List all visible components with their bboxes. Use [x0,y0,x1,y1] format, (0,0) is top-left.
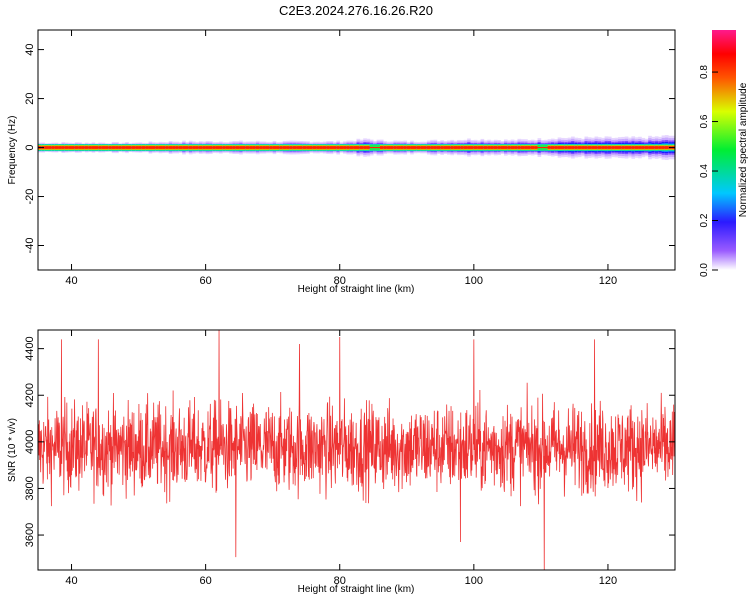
snr-x-axis-label: Height of straight line (km) [298,584,415,595]
snr-y-axis-label: SNR (10 * v/v) [7,418,18,482]
heatmap-x-tick-label: 60 [200,275,212,287]
colorbar-tick-label: 0.0 [699,263,710,277]
heatmap-band [38,135,675,161]
snr-x-tick-label: 120 [599,575,617,587]
colorbar-label: Normalized spectral amplitude [738,82,749,217]
colorbar-tick-label: 0.4 [699,164,710,178]
colorbar-gradient [712,30,736,270]
heatmap-frame [37,29,676,271]
heatmap-y-ticks: -40 -20 0 20 40 [24,43,675,253]
snr-panel: 40 60 80 100 120 3600 3800 4000 4200 4400 Height… [7,329,676,595]
heatmap-x-tick-label: 100 [465,275,483,287]
snr-x-tick-label: 80 [334,575,346,587]
colorbar: 0.0 0.2 0.4 0.6 0.8 Normalized spectral ampl… [699,30,749,277]
snr-y-tick-label: 3800 [24,476,36,500]
heatmap-x-tick-label: 120 [599,275,617,287]
snr-x-tick-label: 60 [200,575,212,587]
colorbar-tick-label: 0.6 [699,114,710,128]
heatmap-y-tick-label: 0 [24,144,36,150]
heatmap-y-tick-label: -40 [24,238,36,254]
heatmap-x-ticks: 40 60 80 100 120 [65,30,617,287]
snr-y-tick-label: 4200 [24,383,36,407]
snr-frame [37,329,676,571]
heatmap-panel: 40 60 80 100 120 -40 -20 0 20 40 Height of strai… [7,29,676,295]
snr-x-ticks: 40 60 80 100 120 [65,330,617,587]
snr-y-tick-label: 4000 [24,430,36,454]
heatmap-x-tick-label: 80 [334,275,346,287]
heatmap-x-axis-label: Height of straight line (km) [298,284,415,295]
snr-y-ticks: 3600 3800 4000 4200 4400 [24,336,675,547]
colorbar-ticks: 0.0 0.2 0.4 0.6 0.8 [699,65,718,277]
snr-x-tick-label: 40 [65,575,77,587]
snr-y-tick-label: 3600 [24,523,36,547]
heatmap-y-tick-label: 20 [24,92,36,104]
heatmap-y-axis-label: Frequency (Hz) [7,116,18,185]
colorbar-tick-label: 0.2 [699,213,710,227]
heatmap-y-tick-label: 40 [24,43,36,55]
snr-y-tick-label: 4400 [24,336,36,360]
snr-series-line [38,330,675,570]
figure-title: C2E3.2024.276.16.26.R20 [279,3,433,18]
heatmap-x-tick-label: 40 [65,275,77,287]
snr-x-tick-label: 100 [465,575,483,587]
colorbar-tick-label: 0.8 [699,65,710,79]
heatmap-y-tick-label: -20 [24,189,36,205]
